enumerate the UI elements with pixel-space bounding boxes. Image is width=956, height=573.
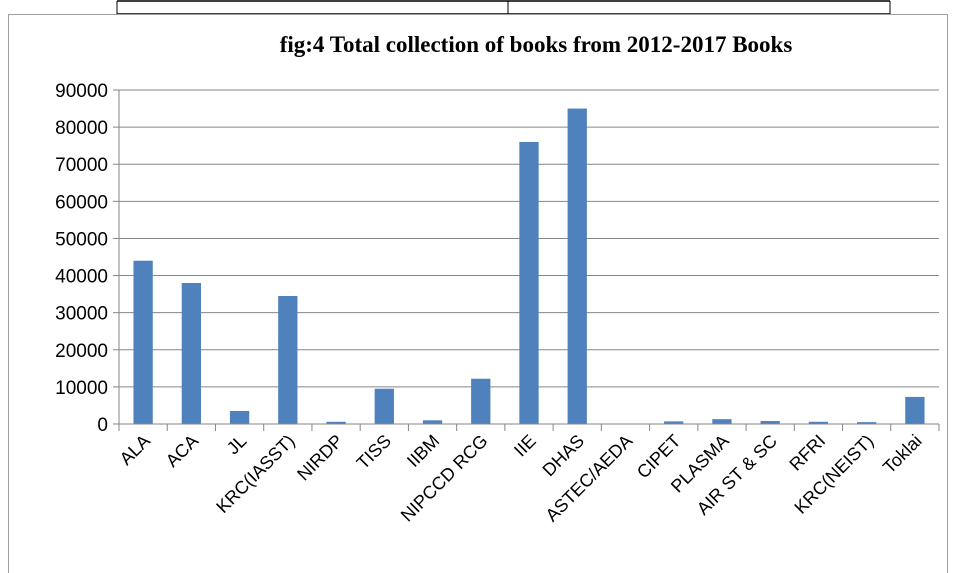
x-tick-label: IIE xyxy=(510,431,540,461)
y-tick-label: 40000 xyxy=(55,267,108,288)
bar xyxy=(229,411,250,424)
y-tick-label: 50000 xyxy=(55,229,108,250)
chart-border xyxy=(8,14,948,573)
x-tick-label: TISS xyxy=(353,431,395,473)
y-tick-label: 20000 xyxy=(55,341,108,362)
bar xyxy=(471,378,491,424)
y-tick-label: 70000 xyxy=(55,155,108,176)
x-tick-label: ALA xyxy=(116,431,154,469)
bars xyxy=(133,108,925,425)
x-tick-label: NIRDP xyxy=(293,431,347,485)
y-tick-label: 10000 xyxy=(55,378,108,399)
bar xyxy=(181,282,201,424)
bar xyxy=(326,421,346,424)
bar xyxy=(857,422,877,424)
x-tick-label: JL xyxy=(223,431,251,459)
x-tick-label: IIBM xyxy=(403,431,443,471)
y-tick-label: 0 xyxy=(97,415,108,436)
bar xyxy=(808,421,829,424)
chart-title: fig:4 Total collection of books from 201… xyxy=(280,32,793,57)
bar xyxy=(712,419,732,424)
bar xyxy=(664,421,684,424)
axes xyxy=(118,90,940,431)
x-tick-label: NIPCCD RCG xyxy=(397,431,492,526)
x-tick-label: Toklai xyxy=(879,431,926,478)
y-tick-label: 90000 xyxy=(55,81,108,102)
y-tick-label: 80000 xyxy=(55,118,108,139)
bar xyxy=(422,420,443,424)
bar xyxy=(905,396,925,424)
bar xyxy=(760,421,780,424)
bar xyxy=(519,141,539,424)
x-tick-label: ACA xyxy=(162,431,202,471)
y-axis-ticks: 0 10000 20000 30000 40000 50000 60000 70000 8000… xyxy=(55,81,119,436)
x-tick-label: ASTEC/AEDA xyxy=(542,431,637,526)
x-tick-label: RFRI xyxy=(785,431,829,475)
bar xyxy=(567,108,587,425)
bar xyxy=(133,260,153,424)
y-tick-label: 30000 xyxy=(55,304,108,325)
y-tick-label: 60000 xyxy=(55,192,108,213)
bar xyxy=(374,388,394,424)
bar xyxy=(278,295,298,424)
